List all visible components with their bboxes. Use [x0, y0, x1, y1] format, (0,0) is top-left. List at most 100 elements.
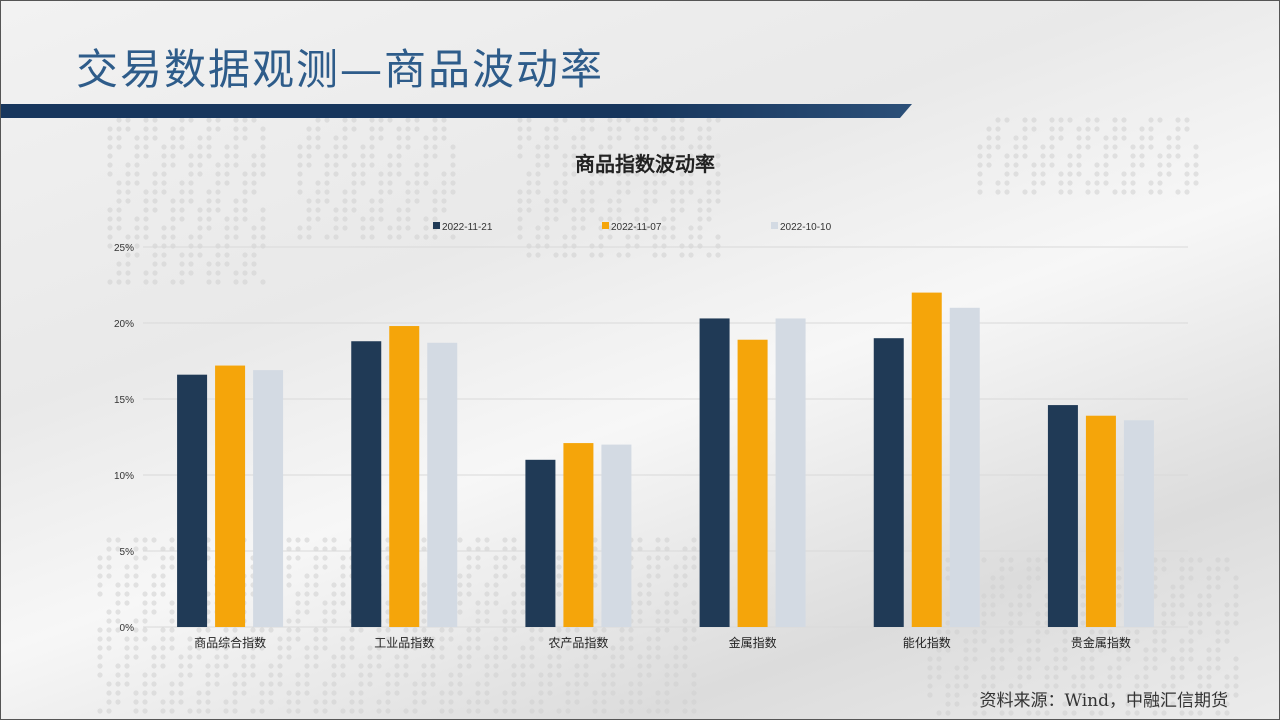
background-dot [396, 126, 402, 132]
background-dot [589, 189, 595, 195]
background-dot [405, 216, 411, 222]
background-dot [206, 135, 212, 141]
background-dot [628, 690, 634, 696]
background-dot [1215, 575, 1221, 581]
background-dot [511, 618, 517, 624]
background-dot [634, 162, 640, 168]
background-dot [1175, 126, 1181, 132]
background-dot [553, 117, 559, 123]
background-dot [1170, 602, 1176, 608]
background-dot [115, 663, 121, 669]
background-dot [927, 683, 933, 689]
background-dot [637, 690, 643, 696]
background-dot [295, 681, 301, 687]
background-dot [571, 171, 577, 177]
background-dot [936, 710, 942, 716]
background-dot [571, 153, 577, 159]
background-dot [143, 207, 149, 213]
background-dot [125, 171, 131, 177]
background-dot [349, 708, 355, 714]
background-dot [616, 126, 622, 132]
background-dot [295, 609, 301, 615]
background-dot [1098, 638, 1104, 644]
background-dot [215, 279, 221, 285]
background-dot [142, 690, 148, 696]
background-dot [1098, 647, 1104, 653]
background-dot [655, 555, 661, 561]
background-dot [670, 189, 676, 195]
background-dot [580, 117, 586, 123]
background-dot [637, 609, 643, 615]
background-dot [197, 225, 203, 231]
background-dot [1008, 629, 1014, 635]
background-dot [556, 591, 562, 597]
background-dot [205, 663, 211, 669]
background-dot [170, 135, 176, 141]
background-dot [691, 708, 697, 714]
background-dot [106, 609, 112, 615]
background-dot [697, 225, 703, 231]
background-dot [439, 690, 445, 696]
background-dot [517, 189, 523, 195]
background-dot [124, 564, 130, 570]
background-dot [466, 636, 472, 642]
y-tick-label: 15% [114, 395, 134, 406]
background-dot [351, 171, 357, 177]
background-dot [1067, 180, 1073, 186]
background-dot [421, 546, 427, 552]
background-dot [205, 672, 211, 678]
background-dot [655, 546, 661, 552]
background-dot [160, 555, 166, 561]
background-dot [414, 180, 420, 186]
background-dot [315, 189, 321, 195]
background-dot [661, 234, 667, 240]
background-dot [655, 654, 661, 660]
background-dot [260, 153, 266, 159]
background-dot [439, 708, 445, 714]
background-dot [448, 681, 454, 687]
y-tick-label: 25% [114, 243, 134, 254]
background-dot [152, 270, 158, 276]
background-dot [259, 645, 265, 651]
background-dot [1188, 710, 1194, 716]
background-dot [1215, 566, 1221, 572]
background-dot [628, 681, 634, 687]
background-dot [250, 645, 256, 651]
background-dot [1179, 584, 1185, 590]
background-dot [233, 144, 239, 150]
background-dot [664, 663, 670, 669]
background-dot [526, 207, 532, 213]
background-dot [493, 672, 499, 678]
background-dot [322, 564, 328, 570]
background-dot [1197, 611, 1203, 617]
background-dot [511, 699, 517, 705]
background-dot [493, 663, 499, 669]
background-dot [387, 189, 393, 195]
background-dot [297, 153, 303, 159]
background-dot [286, 708, 292, 714]
background-dot [679, 252, 685, 258]
background-dot [520, 681, 526, 687]
background-dot [1116, 674, 1122, 680]
background-dot [242, 252, 248, 258]
background-dot [306, 126, 312, 132]
background-dot [1161, 638, 1167, 644]
background-dot [1179, 602, 1185, 608]
background-dot [592, 690, 598, 696]
background-dot [556, 555, 562, 561]
background-dot [1116, 656, 1122, 662]
background-dot [115, 582, 121, 588]
background-dot [179, 252, 185, 258]
background-dot [1112, 144, 1118, 150]
background-dot [598, 153, 604, 159]
background-dot [571, 225, 577, 231]
background-dot [1233, 620, 1239, 626]
background-dot [580, 135, 586, 141]
background-dot [378, 126, 384, 132]
background-dot [432, 117, 438, 123]
background-dot [242, 180, 248, 186]
background-dot [224, 162, 230, 168]
background-dot [990, 692, 996, 698]
background-dot [995, 126, 1001, 132]
background-dot [396, 171, 402, 177]
